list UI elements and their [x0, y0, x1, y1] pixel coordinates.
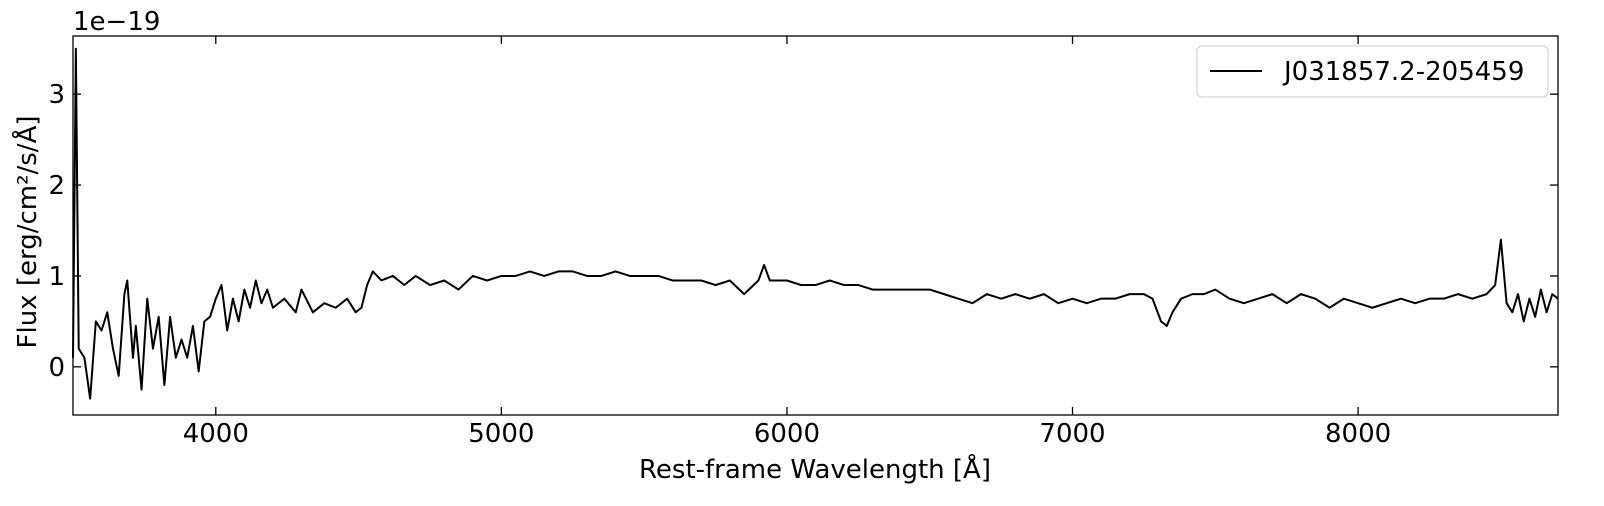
x-tick-label: 6000	[754, 419, 820, 449]
x-tick-label: 8000	[1325, 419, 1391, 449]
plot-frame	[72, 35, 1559, 416]
y-tick-label: 2	[48, 171, 65, 201]
x-tick-label: 4000	[183, 419, 249, 449]
y-axis-label: Flux [erg/cm²/s/Å]	[11, 116, 43, 349]
x-tick-label: 5000	[468, 419, 534, 449]
x-tick-label: 7000	[1039, 419, 1105, 449]
y-tick-label: 1	[48, 262, 65, 292]
legend-label: J031857.2-205459	[1282, 57, 1524, 87]
y-offset-text: 1e−19	[73, 7, 160, 37]
legend-box	[1196, 45, 1549, 98]
x-axis-label: Rest-frame Wavelength [Å]	[639, 453, 991, 485]
y-tick-label: 0	[48, 353, 65, 383]
y-tick-label: 3	[48, 80, 65, 110]
spectrum-line	[72, 47, 1559, 400]
